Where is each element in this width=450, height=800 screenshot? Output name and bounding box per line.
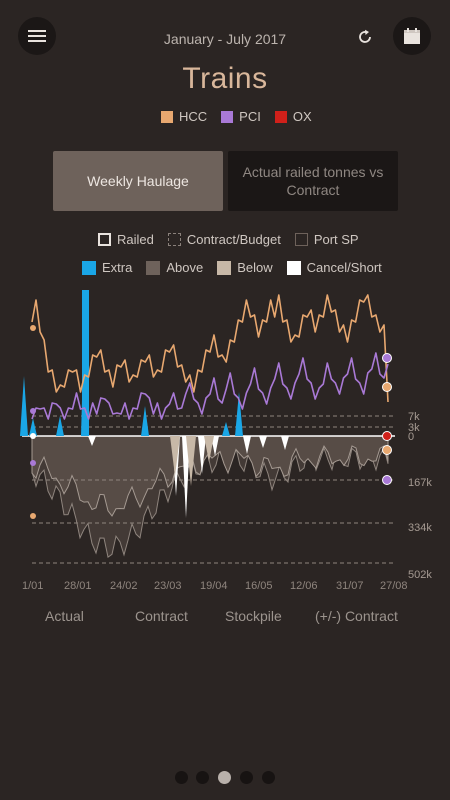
pci-end-dot xyxy=(382,353,392,363)
legend-extra[interactable]: Extra xyxy=(82,260,132,275)
pci-low-end-dot xyxy=(382,475,392,485)
pci-low-dot xyxy=(30,460,36,466)
bottom-label-actual[interactable]: Actual xyxy=(45,608,84,624)
extra-bar xyxy=(222,422,230,436)
page-dot-3[interactable] xyxy=(218,771,231,784)
below-bar xyxy=(186,436,196,486)
extra-bar xyxy=(29,418,37,436)
page-dot-4[interactable] xyxy=(240,771,253,784)
base-start-dot xyxy=(30,433,36,439)
bottom-label-stockpile[interactable]: Stockpile xyxy=(225,608,282,624)
x-axis-label: 31/07 xyxy=(336,580,364,590)
cancel-bar xyxy=(259,436,267,448)
extra-bar xyxy=(20,376,28,436)
date-range-label: January - July 2017 xyxy=(163,31,287,47)
page-dot-2[interactable] xyxy=(196,771,209,784)
x-axis-label: 23/03 xyxy=(154,580,182,590)
legend-railed-label: Railed xyxy=(117,232,154,247)
contract-swatch-icon xyxy=(167,233,181,246)
ox-swatch-icon xyxy=(274,110,287,123)
tab-weekly-haulage[interactable]: Weekly Haulage xyxy=(53,151,223,211)
extra-bar xyxy=(141,406,149,436)
legend-above[interactable]: Above xyxy=(146,260,203,275)
below-swatch-icon xyxy=(217,260,232,275)
bottom-label-contract[interactable]: Contract xyxy=(135,608,188,624)
cancel-bar xyxy=(198,436,206,474)
style-legend-row-2: Extra Above Below Cancel/Short xyxy=(82,260,396,275)
extra-bar xyxy=(235,392,243,436)
legend-extra-label: Extra xyxy=(102,260,133,275)
cancel-bar xyxy=(88,436,96,446)
menu-button[interactable] xyxy=(18,17,56,55)
bottom-label-plus-minus-contract[interactable]: (+/-) Contract xyxy=(315,608,398,624)
y-axis-label: 7k xyxy=(408,411,420,423)
x-axis-label: 12/06 xyxy=(290,580,318,590)
series-line-pci xyxy=(31,352,389,420)
ox-end-dot xyxy=(382,431,392,441)
legend-port-label: Port SP xyxy=(313,232,359,247)
hcc-low-dot xyxy=(30,513,36,519)
legend-contract-label: Contract/Budget xyxy=(186,232,281,247)
hcc-swatch-icon xyxy=(161,110,173,123)
tab-actual-vs-contract[interactable]: Actual railed tonnes vs Contract xyxy=(228,151,398,211)
extra-bar xyxy=(56,416,64,436)
above-swatch-icon xyxy=(146,260,161,275)
extra-bar xyxy=(82,290,89,436)
y-axis-label: 0 xyxy=(408,431,414,443)
legend-pci-label: PCI xyxy=(239,109,261,124)
port-swatch-icon xyxy=(294,233,308,246)
refresh-button[interactable] xyxy=(352,24,378,50)
y-axis-label: 334k xyxy=(408,522,432,534)
y-axis-label: 3k xyxy=(408,422,420,434)
page-dot-1[interactable] xyxy=(175,771,188,784)
legend-above-label: Above xyxy=(166,260,204,275)
extra-swatch-icon xyxy=(82,260,96,275)
below-bar xyxy=(204,436,214,462)
page-title: Trains xyxy=(182,62,268,95)
cancel-bar xyxy=(243,436,251,454)
hcc-low-end-dot xyxy=(382,445,392,455)
pci-swatch-icon xyxy=(221,110,234,123)
x-axis-label: 16/05 xyxy=(245,580,273,590)
legend-contract[interactable]: Contract/Budget xyxy=(167,232,281,247)
railed-swatch-icon xyxy=(98,233,111,246)
cancel-bar xyxy=(281,436,289,450)
cancel-bar xyxy=(182,436,190,518)
x-axis-label: 19/04 xyxy=(200,580,228,590)
x-axis-label: 27/08 xyxy=(380,580,408,590)
hcc-start-dot xyxy=(30,325,36,331)
calendar-button[interactable] xyxy=(393,17,431,55)
cancel-swatch-icon xyxy=(286,260,301,275)
page-dot-5[interactable] xyxy=(262,771,275,784)
legend-railed[interactable]: Railed xyxy=(98,232,154,247)
legend-pci[interactable]: PCI xyxy=(221,109,261,124)
style-legend-row-1: Railed Contract/Budget Port SP xyxy=(98,232,373,247)
pci-start-dot xyxy=(30,408,36,414)
legend-below-label: Below xyxy=(237,260,273,275)
x-axis-label: 28/01 xyxy=(64,580,92,590)
y-axis-label: 502k xyxy=(408,569,432,581)
legend-cancel[interactable]: Cancel/Short xyxy=(286,260,382,275)
legend-ox-label: OX xyxy=(292,109,312,124)
contract-area xyxy=(31,435,389,517)
legend-port[interactable]: Port SP xyxy=(294,232,359,247)
below-bar xyxy=(170,436,180,476)
legend-hcc[interactable]: HCC xyxy=(161,109,207,124)
x-axis-label: 1/01 xyxy=(22,580,43,590)
calendar-icon xyxy=(404,28,420,44)
series-legend: HCC PCI OX xyxy=(161,109,326,124)
legend-hcc-label: HCC xyxy=(179,109,208,124)
y-axis-label: 167k xyxy=(408,477,432,489)
refresh-icon xyxy=(359,29,371,43)
legend-cancel-label: Cancel/Short xyxy=(306,260,382,275)
legend-ox[interactable]: OX xyxy=(274,109,312,124)
legend-below[interactable]: Below xyxy=(217,260,273,275)
hcc-end-dot xyxy=(382,382,392,392)
x-axis-label: 24/02 xyxy=(110,580,138,590)
series-line-hcc xyxy=(31,294,389,403)
hamburger-menu-icon xyxy=(28,30,46,42)
